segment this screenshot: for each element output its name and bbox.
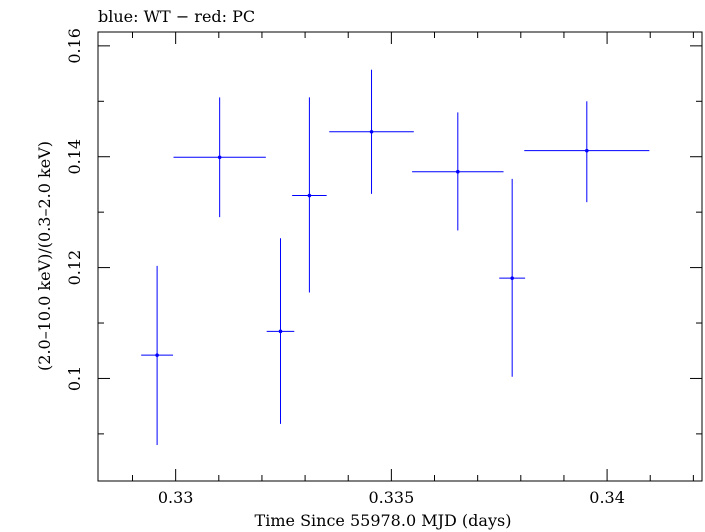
- data-point: [292, 97, 327, 293]
- data-point: [499, 178, 526, 377]
- data-marks: [141, 69, 650, 445]
- x-tick-label: 0.335: [368, 488, 414, 507]
- y-tick-label: 0.14: [65, 139, 84, 175]
- point-marker: [585, 148, 589, 153]
- tick-labels: 0.33 0.335 0.34 0.1 0.12 0.14 0.16: [65, 28, 625, 507]
- data-point: [329, 69, 414, 194]
- point-marker: [510, 276, 514, 280]
- plot-frame: [97, 31, 703, 482]
- x-tick-label: 0.34: [589, 488, 625, 507]
- data-point: [266, 238, 295, 424]
- axis-ticks: [98, 32, 702, 481]
- data-point: [173, 97, 266, 218]
- chart-title: blue: WT − red: PC: [98, 7, 255, 26]
- y-tick-label: 0.16: [65, 28, 84, 64]
- x-axis-label: Time Since 55978.0 MJD (days): [255, 511, 512, 530]
- point-marker: [307, 193, 312, 198]
- point-marker: [456, 169, 460, 174]
- y-axis-label: (2.0–10.0 keV)/(0.3–2.0 keV): [35, 141, 54, 371]
- data-point: [412, 112, 504, 231]
- point-marker: [369, 129, 374, 134]
- y-tick-label: 0.12: [65, 250, 84, 286]
- y-tick-label: 0.1: [65, 366, 84, 391]
- data-point: [524, 101, 650, 203]
- x-tick-label: 0.33: [158, 488, 194, 507]
- point-marker: [155, 353, 159, 357]
- point-marker: [217, 155, 222, 160]
- point-marker: [278, 329, 283, 334]
- data-point: [141, 265, 174, 445]
